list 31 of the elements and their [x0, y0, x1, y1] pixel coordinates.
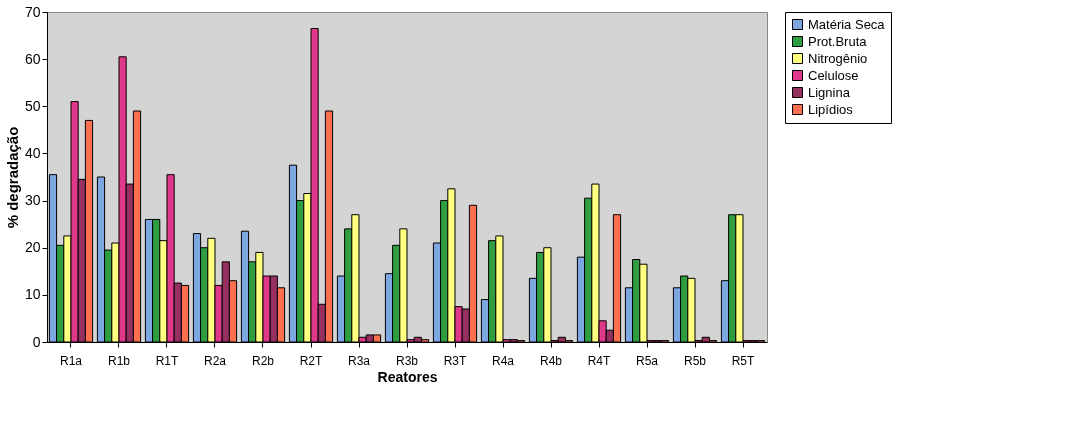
x-tick-label: R4a [491, 353, 515, 368]
x-tick-label: R2a [203, 353, 227, 368]
x-tick-label: R3T [443, 353, 467, 368]
y-tick-label: 50 [24, 97, 41, 114]
x-axis-title: Reatores [377, 368, 438, 385]
x-tick-label: R5T [731, 353, 755, 368]
y-axis-title: % degradação [3, 126, 21, 229]
y-tick-label: 0 [32, 333, 41, 350]
legend-label: Lipídios [808, 101, 854, 117]
x-tick-label: R4b [539, 353, 563, 368]
legend-label: Nitrogênio [808, 50, 868, 66]
legend-label: Celulose [808, 67, 859, 83]
y-tick-label: 70 [24, 3, 41, 20]
y-tick-label: 60 [24, 50, 41, 67]
y-tick-label: 40 [24, 144, 41, 161]
x-tick-label: R1T [155, 353, 179, 368]
x-tick-label: R5a [635, 353, 659, 368]
x-tick-label: R2T [299, 353, 323, 368]
legend-label: Matéria Seca [808, 16, 886, 32]
x-tick-label: R5b [683, 353, 707, 368]
legend-label: Prot.Bruta [808, 33, 868, 49]
x-tick-label: R2b [251, 353, 275, 368]
y-tick-label: 30 [24, 192, 41, 209]
x-tick-label: R1b [107, 353, 131, 368]
x-tick-label: R3b [395, 353, 419, 368]
x-tick-label: R1a [59, 353, 83, 368]
x-tick-label: R4T [587, 353, 611, 368]
x-tick-label: R3a [347, 353, 371, 368]
legend-label: Lignina [808, 84, 851, 100]
y-tick-label: 20 [24, 239, 41, 256]
y-tick-label: 10 [24, 286, 41, 303]
